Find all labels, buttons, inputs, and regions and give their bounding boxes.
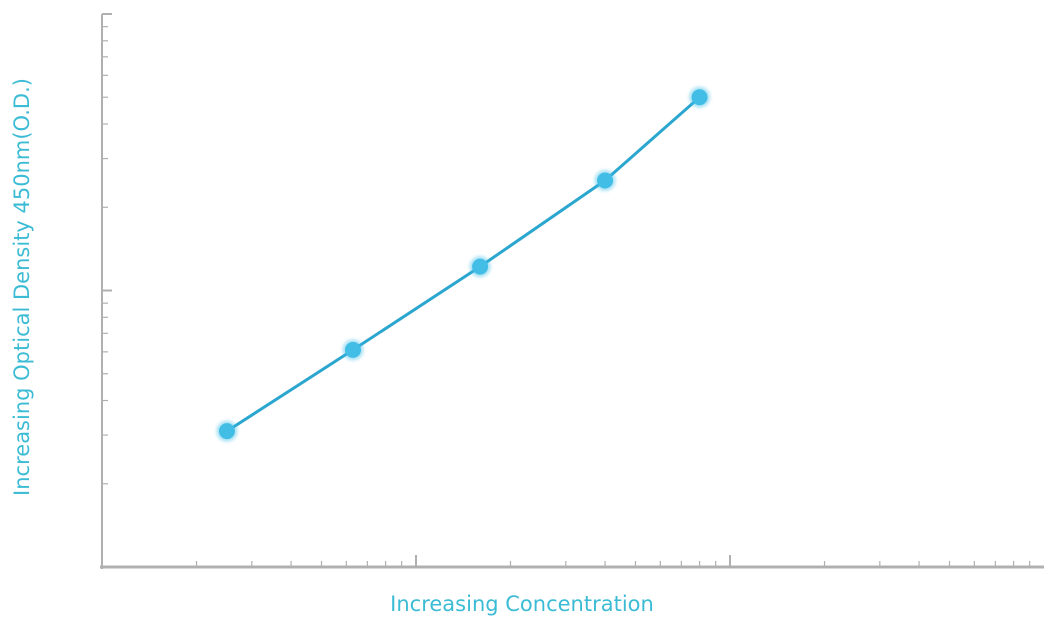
x-axis-title: Increasing Concentration [390, 592, 654, 616]
y-axis-title: Increasing Optical Density 450nm(O.D.) [10, 78, 34, 496]
data-point [472, 258, 489, 275]
data-point [597, 172, 614, 189]
data-point [218, 423, 235, 440]
data-point [691, 89, 708, 106]
axes [100, 13, 1044, 569]
series-line [225, 95, 702, 433]
data-point [344, 341, 361, 358]
plot-area [216, 86, 711, 442]
